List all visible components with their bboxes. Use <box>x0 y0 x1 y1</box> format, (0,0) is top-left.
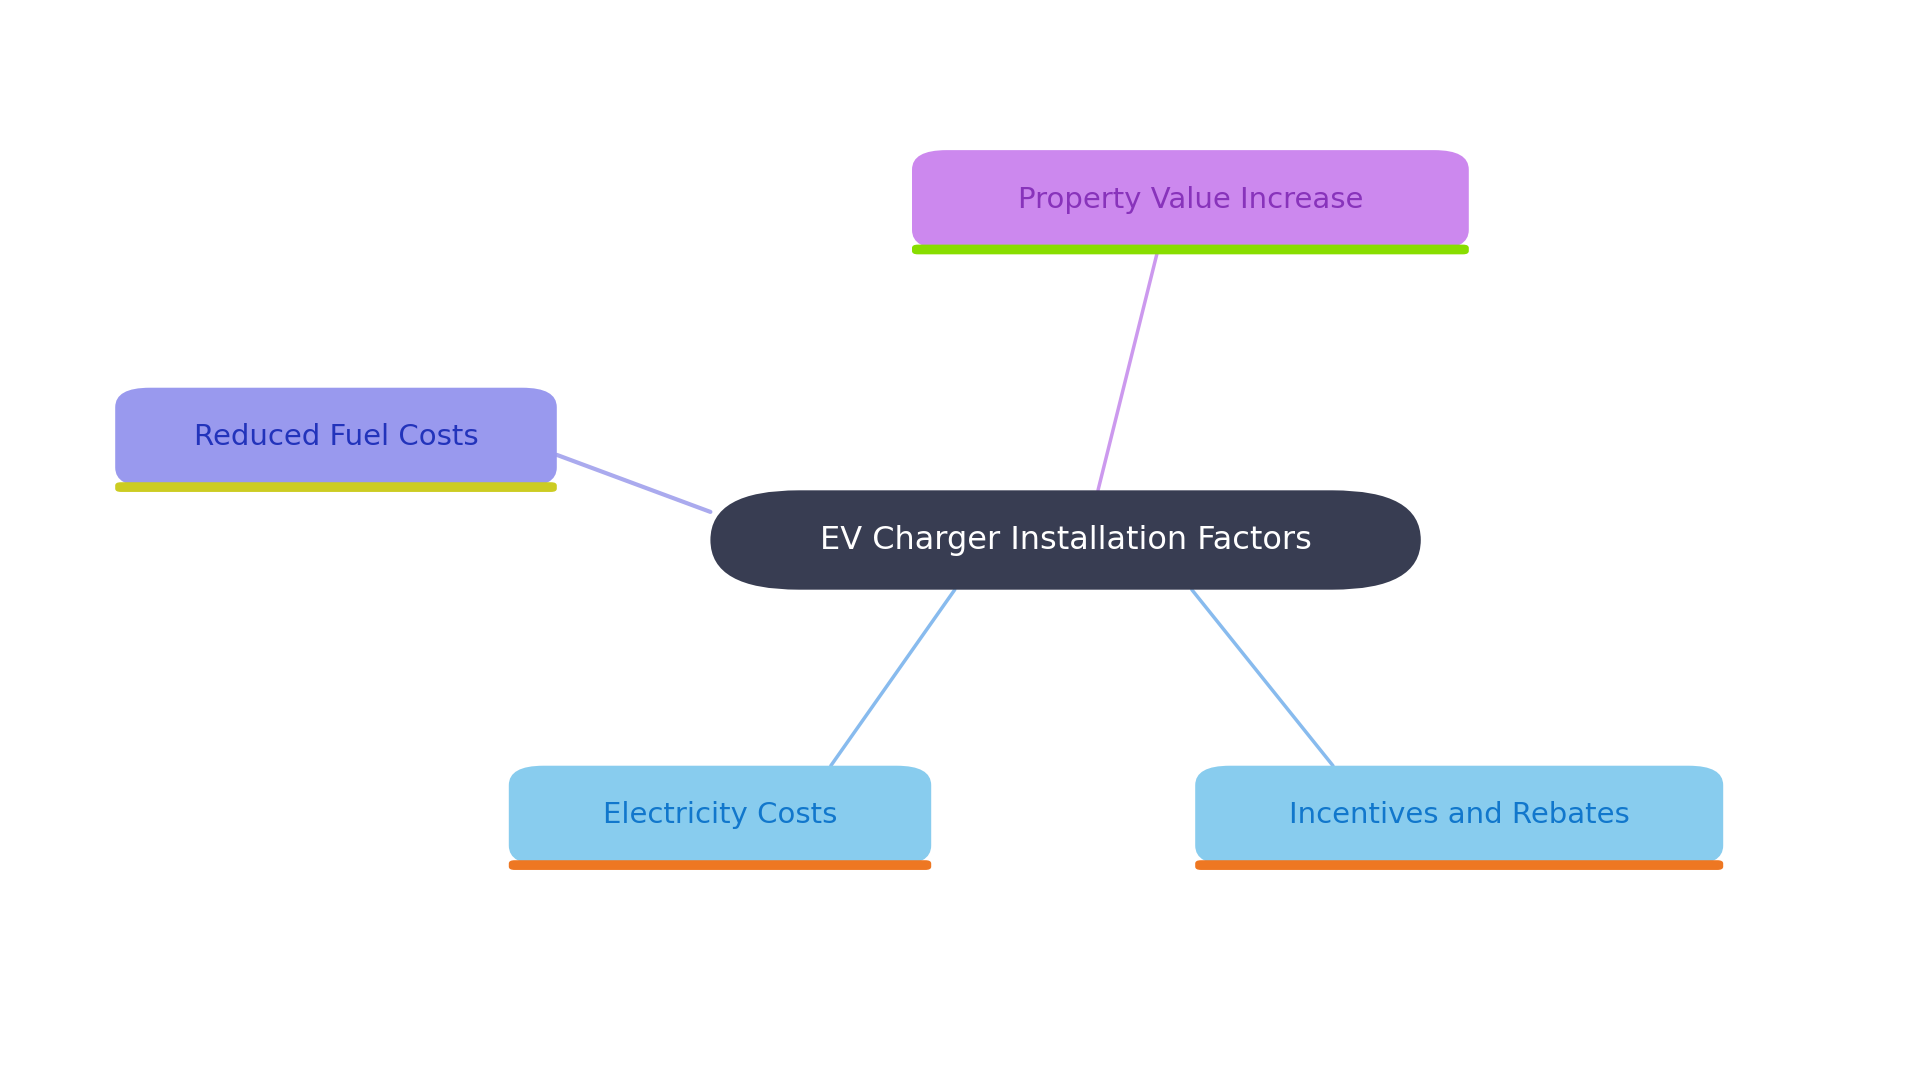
Text: EV Charger Installation Factors: EV Charger Installation Factors <box>820 525 1311 555</box>
Text: Incentives and Rebates: Incentives and Rebates <box>1288 801 1630 829</box>
FancyBboxPatch shape <box>912 244 1469 255</box>
FancyBboxPatch shape <box>1194 860 1724 870</box>
FancyBboxPatch shape <box>115 388 557 487</box>
Text: Reduced Fuel Costs: Reduced Fuel Costs <box>194 423 478 451</box>
FancyBboxPatch shape <box>710 490 1421 590</box>
FancyBboxPatch shape <box>1194 766 1724 865</box>
FancyBboxPatch shape <box>115 482 557 492</box>
FancyBboxPatch shape <box>509 766 931 865</box>
Text: Property Value Increase: Property Value Increase <box>1018 186 1363 214</box>
FancyBboxPatch shape <box>509 860 931 870</box>
FancyBboxPatch shape <box>912 150 1469 249</box>
Text: Electricity Costs: Electricity Costs <box>603 801 837 829</box>
